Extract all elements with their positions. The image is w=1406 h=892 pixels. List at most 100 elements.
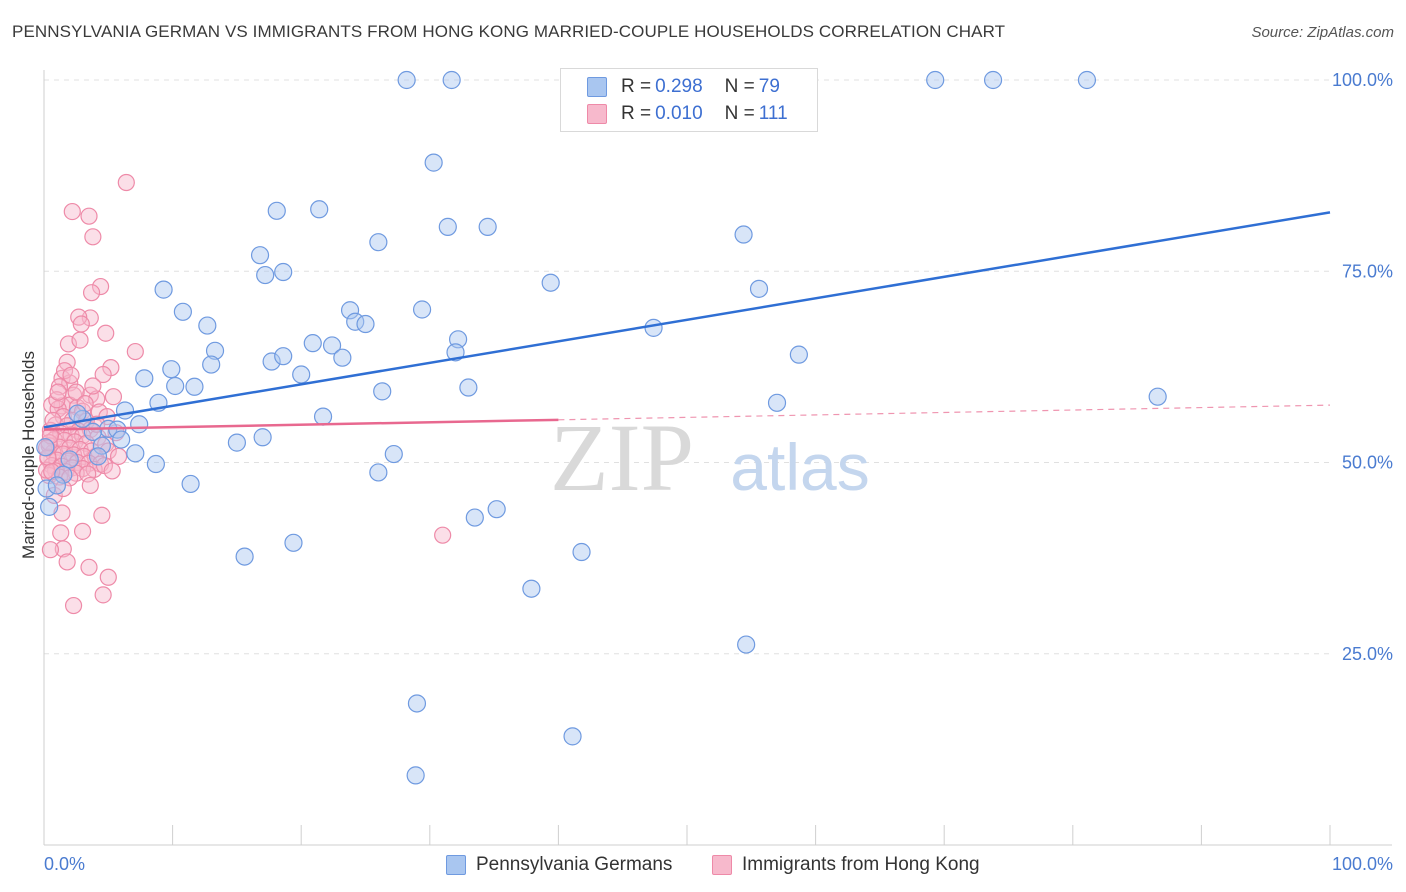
pennsylvania-point (173, 302, 192, 321)
legend-n-label: N = (724, 103, 755, 124)
legend-n-value: 79 (758, 76, 780, 97)
x-tick-label-end: 100.0% (1332, 854, 1393, 874)
hong-kong-point (58, 553, 76, 571)
pennsylvania-point (205, 341, 225, 360)
pennsylvania-point (1148, 387, 1167, 406)
pennsylvania-point (983, 70, 1003, 90)
x-tick-label-start: 0.0% (44, 854, 85, 874)
pennsylvania-point (292, 365, 311, 384)
hong-kong-point (43, 463, 61, 481)
pennsylvania-point (37, 479, 56, 498)
axes (43, 70, 1392, 846)
series-pennsylvania-points (36, 70, 1167, 785)
pennsylvania-point (235, 547, 254, 566)
legend-row-hong-kong: R = 0.010 N = 111 (561, 102, 788, 126)
pennsylvania-point (424, 153, 443, 172)
hong-kong-point (99, 568, 117, 586)
hong-kong-point (94, 586, 112, 604)
pennsylvania-point (313, 407, 333, 426)
pennsylvania-point (262, 352, 281, 371)
hong-kong-point (82, 284, 101, 302)
legend-row-pennsylvania: R = 0.298 N = 79 (561, 75, 780, 99)
pennsylvania-point (227, 433, 246, 452)
pennsylvania-point (644, 318, 663, 337)
hong-kong-point (117, 173, 135, 192)
watermark-zip: ZIP (550, 404, 694, 511)
bottom-legend-swatch-blue (446, 855, 466, 875)
watermark: ZIP atlas (550, 404, 870, 511)
hong-kong-trend-extension (558, 404, 1331, 421)
y-axis-label: Married-couple Households (19, 351, 38, 559)
pennsylvania-point (465, 508, 484, 527)
hong-kong-point (62, 366, 80, 384)
hong-kong-point (97, 324, 115, 342)
legend-swatch-pink (587, 104, 607, 124)
hong-kong-point (54, 540, 72, 558)
hong-kong-point (63, 202, 81, 221)
hong-kong-point (126, 342, 144, 361)
legend-n-label: N = (724, 76, 755, 97)
hong-kong-point (64, 596, 83, 615)
pennsylvania-point (397, 70, 416, 90)
hong-kong-point (41, 541, 60, 559)
pennsylvania-point (267, 201, 286, 220)
hong-kong-point (70, 308, 88, 326)
pennsylvania-point (442, 70, 461, 90)
pennsylvania-point (154, 280, 173, 299)
pennsylvania-point (406, 766, 425, 785)
y-tick-label: 75.0% (1342, 261, 1393, 281)
pennsylvania-point (384, 444, 403, 464)
pennsylvania-point (369, 233, 388, 252)
hong-kong-point (434, 526, 452, 544)
pennsylvania-point (478, 217, 497, 236)
pennsylvania-point (181, 474, 200, 494)
pennsylvania-point (749, 279, 769, 298)
pennsylvania-point (412, 300, 432, 319)
gridlines (44, 79, 1330, 655)
pennsylvania-point (541, 273, 560, 292)
pennsylvania-point (459, 378, 478, 397)
pennsylvania-point (1077, 70, 1097, 90)
pennsylvania-point (162, 360, 181, 379)
pennsylvania-point (115, 401, 135, 420)
hong-kong-point (53, 504, 71, 522)
bottom-legend-label: Immigrants from Hong Kong (742, 854, 980, 875)
hong-kong-point (49, 383, 67, 401)
legend: R = 0.298 N = 79 R = 0.010 N = 111 (560, 68, 818, 132)
pennsylvania-point (274, 347, 293, 366)
legend-n-value: 111 (758, 103, 788, 124)
pennsylvania-point (198, 316, 217, 335)
hong-kong-trend-line (43, 418, 559, 431)
hong-kong-point (91, 277, 110, 296)
pennsylvania-point (88, 447, 108, 466)
pennsylvania-point (734, 225, 753, 244)
hong-kong-point (103, 462, 121, 480)
legend-r-label: R = (621, 76, 652, 97)
pennsylvania-point (767, 393, 787, 412)
pennsylvania-point (54, 465, 73, 484)
pennsylvania-point (274, 262, 293, 282)
pennsylvania-point (340, 301, 360, 320)
hong-kong-point (80, 207, 98, 225)
pennsylvania-point (166, 376, 185, 396)
pennsylvania-point (333, 348, 352, 367)
pennsylvania-point (256, 265, 275, 285)
pennsylvania-point (284, 533, 303, 552)
legend-r-label: R = (621, 103, 652, 124)
pennsylvania-point (135, 369, 154, 388)
legend-r-value: 0.298 (655, 76, 703, 97)
bottom-legend-pennsylvania: Pennsylvania Germans (446, 852, 672, 878)
pennsylvania-point (737, 635, 756, 654)
pennsylvania-point (487, 500, 506, 519)
hong-kong-point (52, 524, 70, 542)
pennsylvania-point (407, 694, 427, 713)
hong-kong-point (93, 506, 111, 524)
pennsylvania-point (522, 579, 541, 598)
pennsylvania-point (572, 542, 591, 562)
pennsylvania-point (789, 345, 808, 364)
bottom-legend-swatch-pink (712, 855, 732, 875)
pennsylvania-point (322, 336, 342, 355)
y-tick-label: 25.0% (1342, 644, 1393, 664)
legend-swatch-blue (587, 77, 607, 97)
